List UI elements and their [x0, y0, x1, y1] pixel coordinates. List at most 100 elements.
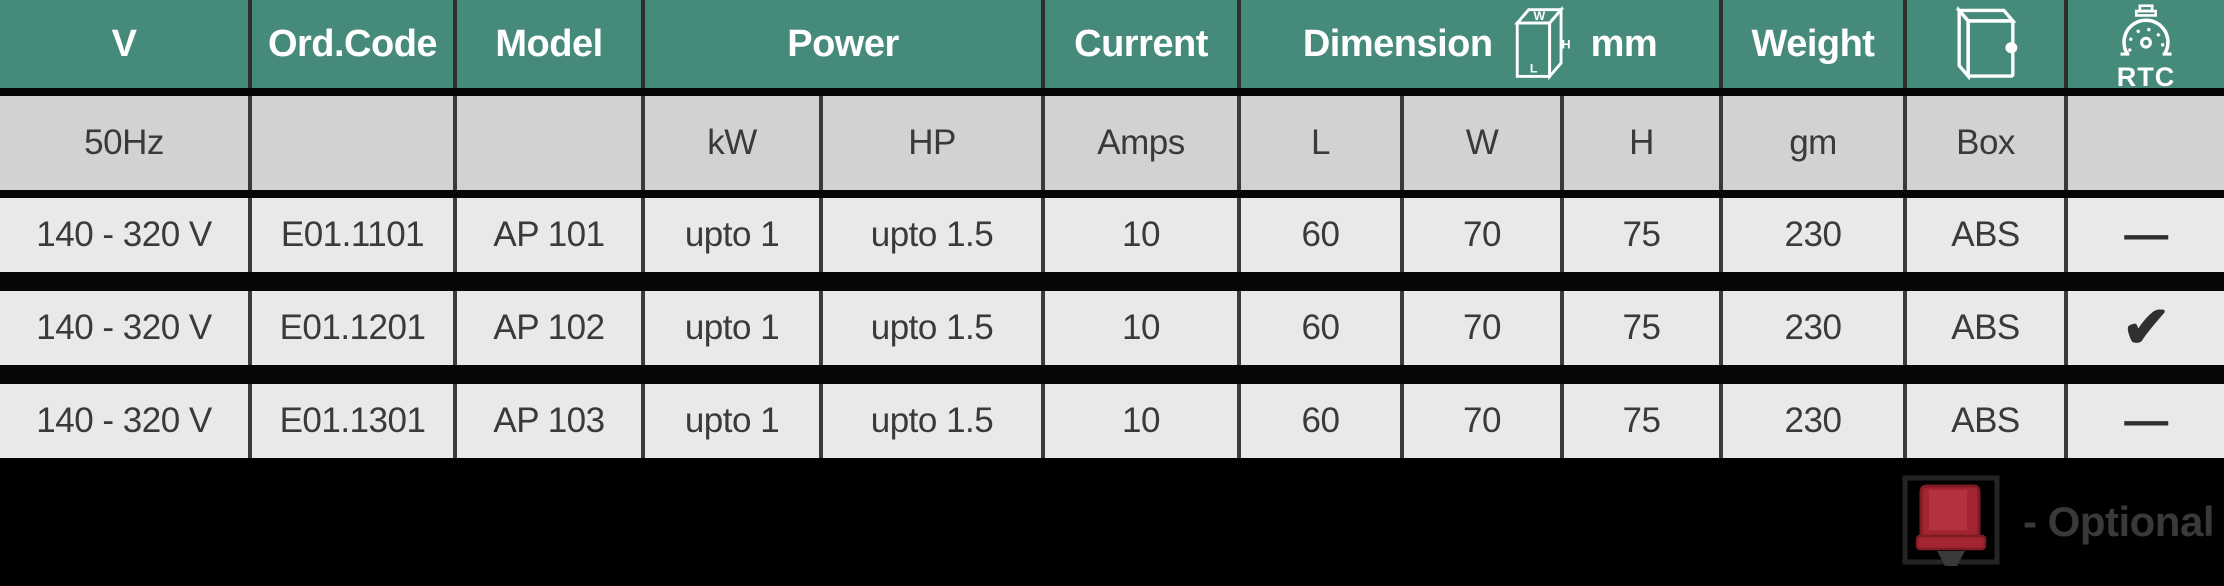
subheader-cell-frequency: 50Hz — [0, 96, 252, 190]
value-model: AP 101 — [493, 215, 605, 254]
cell-length: 60 — [1241, 198, 1404, 272]
table-row: 140 - 320 V E01.1201 AP 102 upto 1 upto … — [0, 291, 2224, 365]
header-label-voltage: V — [111, 22, 137, 65]
header-cell-rtc: RTC — [2068, 0, 2224, 88]
value-amps: 10 — [1122, 215, 1160, 254]
subheader-cell-gm: gm — [1723, 96, 1907, 190]
header-cell-power: Power — [645, 0, 1045, 88]
cell-amps: 10 — [1045, 198, 1241, 272]
subheader-cell-rtc — [2068, 96, 2224, 190]
cell-kw: upto 1 — [645, 198, 823, 272]
value-amps: 10 — [1122, 401, 1160, 440]
cell-box: ABS — [1907, 291, 2068, 365]
subheader-label-amps: Amps — [1097, 123, 1185, 162]
value-hp: upto 1.5 — [870, 401, 994, 440]
cell-hp: upto 1.5 — [823, 291, 1045, 365]
cell-box: ABS — [1907, 198, 2068, 272]
value-voltage: 140 - 320 V — [36, 215, 212, 254]
cell-model: AP 102 — [457, 291, 645, 365]
cell-gm: 230 — [1723, 198, 1907, 272]
value-gm: 230 — [1784, 308, 1842, 347]
legend-label: - Optional — [2023, 498, 2214, 545]
value-model: AP 103 — [493, 401, 605, 440]
value-height: 75 — [1622, 401, 1661, 440]
subheader-cell-amps: Amps — [1045, 96, 1241, 190]
value-voltage: 140 - 320 V — [36, 308, 212, 347]
subheader-cell-model — [457, 96, 645, 190]
header-cell-weight: Weight — [1723, 0, 1907, 88]
subheader-cell-width: W — [1404, 96, 1564, 190]
value-kw: upto 1 — [684, 215, 780, 254]
cell-amps: 10 — [1045, 291, 1241, 365]
header-label-ord-code: Ord.Code — [267, 22, 438, 65]
rtc-label: RTC — [2116, 61, 2176, 88]
value-box: ABS — [1951, 215, 2020, 254]
value-amps: 10 — [1122, 308, 1160, 347]
subheader-label-box: Box — [1956, 123, 2015, 162]
value-length: 60 — [1301, 215, 1340, 254]
table-row: 140 - 320 V E01.1101 AP 101 upto 1 upto … — [0, 198, 2224, 272]
value-box: ABS — [1951, 401, 2020, 440]
cell-rtc: — — [2068, 198, 2224, 272]
header-label-current: Current — [1074, 22, 1208, 65]
cell-length: 60 — [1241, 384, 1404, 458]
cell-ord-code: E01.1101 — [252, 198, 457, 272]
subheader-cell-hp: HP — [823, 96, 1045, 190]
red-button-icon — [1895, 472, 2007, 572]
subheader-cell-kw: kW — [645, 96, 823, 190]
value-width: 70 — [1463, 308, 1501, 347]
subheader-label-length: L — [1311, 123, 1330, 162]
cell-kw: upto 1 — [645, 384, 823, 458]
dim-icon-label-l: L — [1529, 62, 1537, 76]
header-cell-voltage: V — [0, 0, 252, 88]
value-length: 60 — [1301, 401, 1340, 440]
value-box: ABS — [1951, 308, 2020, 347]
value-ord-code: E01.1101 — [280, 215, 425, 254]
enclosure-box-icon — [1947, 3, 2025, 85]
cell-voltage: 140 - 320 V — [0, 384, 252, 458]
cell-height: 75 — [1564, 291, 1723, 365]
cell-model: AP 101 — [457, 198, 645, 272]
value-width: 70 — [1463, 215, 1501, 254]
header-cell-enclosure — [1907, 0, 2068, 88]
cell-kw: upto 1 — [645, 291, 823, 365]
subheader-label-kw: kW — [707, 123, 757, 162]
subheader-cell-height: H — [1564, 96, 1723, 190]
subheader-cell-box: Box — [1907, 96, 2068, 190]
rtc-stopwatch-icon — [2103, 3, 2189, 62]
value-height: 75 — [1622, 308, 1661, 347]
row-separator — [0, 272, 2224, 291]
table-subheader-row: 50Hz kW HP Amps L W H gm Box — [0, 96, 2224, 190]
value-width: 70 — [1463, 401, 1501, 440]
subheader-label-frequency: 50Hz — [84, 123, 164, 162]
cell-gm: 230 — [1723, 384, 1907, 458]
cell-height: 75 — [1564, 384, 1723, 458]
cell-gm: 230 — [1723, 291, 1907, 365]
header-cell-model: Model — [457, 0, 645, 88]
cell-model: AP 103 — [457, 384, 645, 458]
cell-rtc: — — [2068, 384, 2224, 458]
dim-icon-label-h: H — [1561, 38, 1570, 52]
header-label-weight: Weight — [1751, 22, 1875, 65]
row-separator — [0, 365, 2224, 384]
subheader-cell-length: L — [1241, 96, 1404, 190]
header-cell-dimension: Dimension W H L mm — [1241, 0, 1723, 88]
cell-hp: upto 1.5 — [823, 198, 1045, 272]
value-hp: upto 1.5 — [870, 308, 994, 347]
rtc-check-mark: ✔ — [2121, 295, 2171, 360]
table-header-row: V Ord.Code Model Power Current Dimension… — [0, 0, 2224, 88]
subheader-label-height: H — [1629, 123, 1654, 162]
header-label-power: Power — [787, 22, 899, 65]
cell-rtc: ✔ — [2068, 291, 2224, 365]
subheader-label-hp: HP — [908, 123, 956, 162]
subheader-cell-ord-code — [252, 96, 457, 190]
rtc-dash-mark: — — [2124, 396, 2168, 445]
cell-voltage: 140 - 320 V — [0, 198, 252, 272]
cell-width: 70 — [1404, 291, 1564, 365]
cell-ord-code: E01.1201 — [252, 291, 457, 365]
subheader-label-width: W — [1465, 123, 1499, 162]
value-length: 60 — [1301, 308, 1340, 347]
value-model: AP 102 — [493, 308, 605, 347]
header-cell-current: Current — [1045, 0, 1241, 88]
cell-length: 60 — [1241, 291, 1404, 365]
